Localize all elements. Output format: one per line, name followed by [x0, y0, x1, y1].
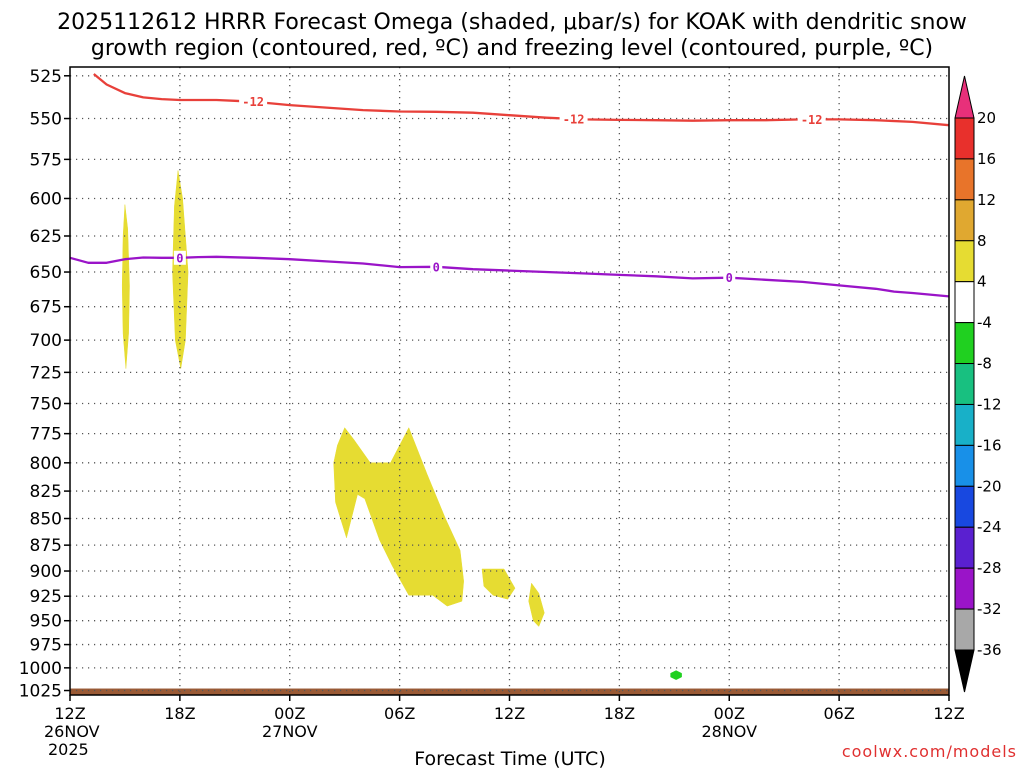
contour-label-bg [559, 111, 588, 126]
colorbar-label: -36 [977, 641, 1002, 659]
plot-frame [69, 66, 950, 696]
omega-region [333, 427, 464, 607]
x-tick-date-label: 28NOV [701, 722, 757, 741]
colorbar-label: -32 [977, 600, 1002, 618]
colorbar-label: 8 [977, 232, 987, 250]
colorbar-segment [954, 363, 975, 405]
colorbar-label: 20 [977, 109, 996, 127]
contour-line [93, 73, 950, 127]
y-tick-label: 700 [30, 331, 62, 351]
y-tick-label: 925 [30, 587, 62, 607]
x-tick-date-label: 26NOV [44, 722, 100, 741]
colorbar-segment [954, 485, 975, 528]
colorbar-segment [954, 567, 975, 610]
y-tick-label: 875 [30, 536, 62, 556]
y-tick-label: 650 [30, 263, 62, 283]
contour-label-bg [723, 270, 736, 285]
contour-line [69, 255, 950, 298]
x-tick-year-label: 2025 [48, 740, 89, 759]
y-tick-label: 800 [30, 454, 62, 474]
colorbar-label: -24 [977, 518, 1002, 536]
x-tick-label: 06Z [823, 704, 854, 723]
colorbar-label: 16 [977, 150, 996, 168]
y-tick-label: 1025 [19, 682, 62, 702]
temperature-contours: -12 -12 -12 0 0 0 [69, 73, 950, 298]
y-tick-label: 575 [30, 150, 62, 170]
omega-region [670, 670, 682, 680]
colorbar-segment [954, 322, 975, 365]
x-tick-label: 18Z [164, 704, 195, 723]
y-tick-label: 750 [30, 395, 62, 415]
contour-label-bg [797, 112, 826, 127]
y-tick-label: 975 [30, 636, 62, 656]
colorbar-label: -12 [977, 395, 1002, 413]
y-tick-label: 550 [30, 110, 62, 130]
x-tick-label: 00Z [714, 704, 745, 723]
colorbar-segment [954, 608, 975, 651]
x-axis-title: Forecast Time (UTC) [414, 748, 605, 768]
colorbar-label: -8 [977, 355, 992, 373]
y-tick-label: 775 [30, 425, 62, 445]
x-tick-label: 18Z [604, 704, 635, 723]
colorbar-label: -4 [977, 314, 992, 332]
x-tick-label: 12Z [494, 704, 525, 723]
y-axis: 525 550 575 600 625 650 675 700 725 750 775 800 825 8… [19, 67, 70, 702]
colorbar-segment [954, 281, 975, 324]
colorbar-label: 4 [977, 273, 987, 291]
y-tick-label: 900 [30, 562, 62, 582]
contour-label-bg [239, 94, 268, 109]
colorbar-segment [954, 117, 975, 160]
contour-label-bg [430, 259, 443, 274]
contour-label: -12 [563, 112, 585, 126]
watermark-link[interactable]: coolwx.com/models [842, 742, 1017, 761]
contour-label-bg [173, 250, 186, 265]
contour-label: 0 [176, 251, 183, 265]
x-tick-label: 12Z [54, 704, 85, 723]
colorbar-label: -16 [977, 436, 1002, 454]
y-tick-label: 600 [30, 189, 62, 209]
colorbar-segment [954, 444, 975, 487]
colorbar-segment [954, 526, 975, 569]
x-tick-label: 12Z [933, 704, 964, 723]
y-tick-label: 625 [30, 227, 62, 247]
contour-label: 0 [433, 260, 440, 274]
x-tick-label: 06Z [384, 704, 415, 723]
omega-colorbar: 20 16 12 8 4 -4 -8 -12 -16 -20 -24 -28 -32 -36 [954, 75, 1002, 693]
y-tick-label: 525 [30, 67, 62, 87]
colorbar-segment [954, 158, 975, 201]
y-tick-label: 675 [30, 298, 62, 318]
plot-grid [70, 67, 949, 695]
colorbar-bottom-arrow [954, 649, 975, 693]
omega-region [121, 204, 130, 369]
omega-shaded-regions [70, 170, 949, 695]
colorbar-segment [954, 240, 975, 283]
y-tick-label: 850 [30, 510, 62, 530]
contour-label: -12 [242, 95, 264, 109]
colorbar-segment [954, 199, 975, 242]
colorbar-segment [954, 403, 975, 446]
chart-title-line-2: growth region (contoured, red, ºC) and f… [91, 36, 933, 61]
colorbar-label: -28 [977, 559, 1002, 577]
chart-title-line-1: 2025112612 HRRR Forecast Omega (shaded, … [57, 10, 967, 35]
contour-label: 0 [726, 271, 733, 285]
colorbar-label: -20 [977, 477, 1002, 495]
x-tick-label: 00Z [274, 704, 305, 723]
omega-region [172, 170, 189, 369]
x-tick-date-label: 27NOV [262, 722, 318, 741]
y-tick-label: 1000 [19, 659, 62, 679]
colorbar-top-arrow [954, 75, 975, 119]
colorbar-label: 12 [977, 191, 996, 209]
y-tick-label: 725 [30, 363, 62, 383]
y-tick-label: 950 [30, 612, 62, 632]
y-tick-label: 825 [30, 482, 62, 502]
omega-region [528, 582, 545, 627]
omega-region [481, 568, 516, 600]
contour-label: -12 [801, 113, 823, 127]
